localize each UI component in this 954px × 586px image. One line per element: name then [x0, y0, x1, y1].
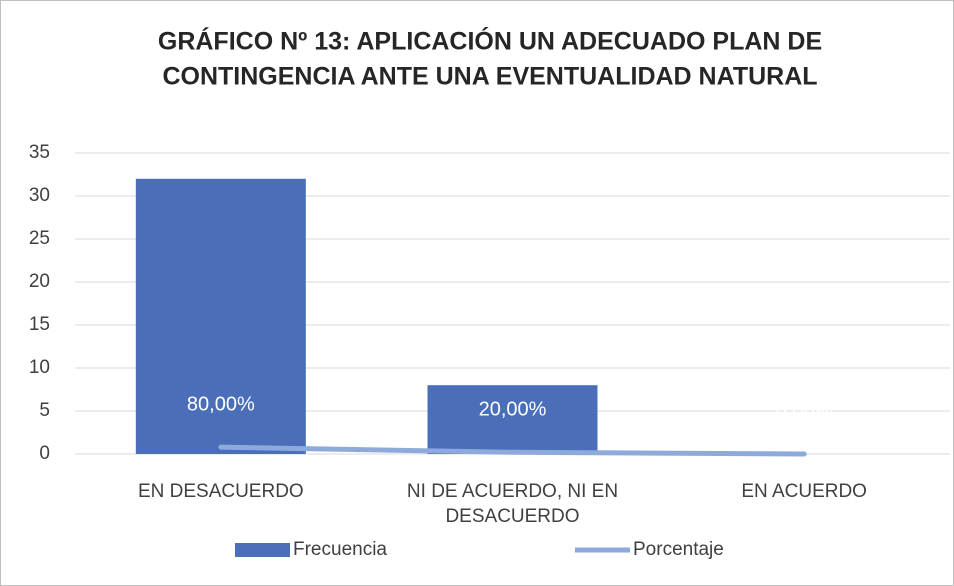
x-tick-label: EN DESACUERDO — [137, 481, 304, 502]
y-tick-label: 30 — [29, 185, 50, 206]
chart-title: CONTINGENCIA ANTE UNA EVENTUALIDAD NATUR… — [162, 63, 817, 91]
legend-label: Porcentaje — [633, 539, 724, 560]
y-tick-label: 0 — [39, 443, 50, 464]
data-label: 80,00% — [187, 393, 255, 415]
bar — [427, 385, 598, 454]
y-tick-label: 10 — [29, 357, 50, 378]
y-tick-label: 5 — [39, 400, 50, 421]
y-tick-label: 20 — [29, 271, 50, 292]
y-tick-label: 25 — [29, 228, 50, 249]
x-tick-label: NI DE ACUERDO, NI EN DESACUERDO — [406, 481, 619, 527]
legend-label: Frecuencia — [293, 539, 387, 560]
data-label: 20,00% — [479, 399, 547, 421]
bar — [135, 178, 306, 455]
chart-title: GRÁFICO Nº 13: APLICACIÓN UN ADECUADO PL… — [158, 26, 822, 56]
line — [218, 444, 807, 457]
y-tick-label: 15 — [29, 314, 50, 335]
y-tick-label: 35 — [29, 142, 50, 163]
data-label: 0,00% — [776, 400, 833, 422]
legend-swatch — [235, 543, 290, 557]
x-tick-label: EN ACUERDO — [741, 481, 867, 502]
